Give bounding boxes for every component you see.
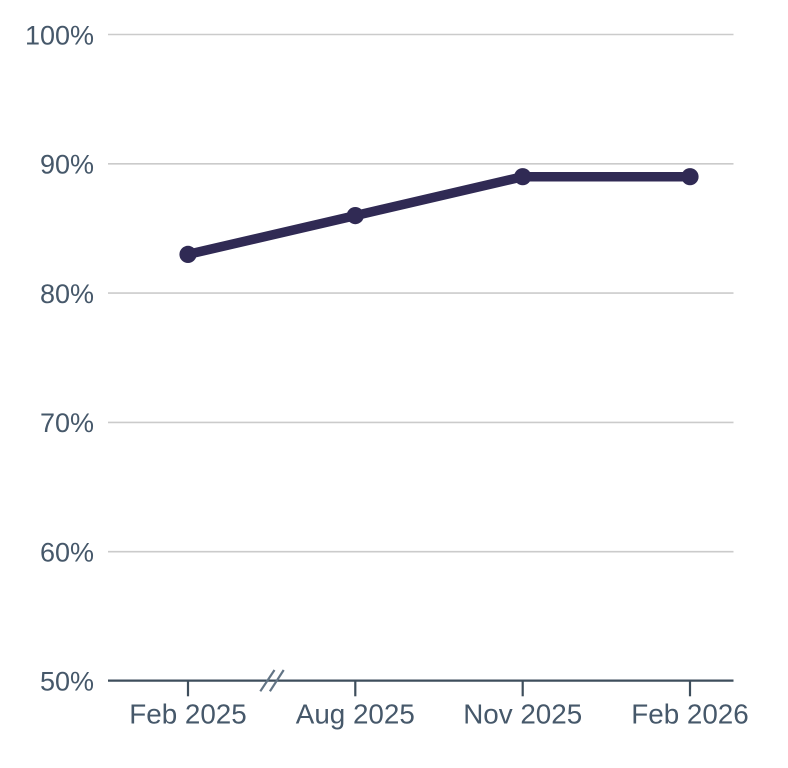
svg-text:60%: 60% <box>40 538 94 568</box>
svg-text:50%: 50% <box>40 666 94 696</box>
svg-text:Aug 2025: Aug 2025 <box>296 699 415 730</box>
svg-text:100%: 100% <box>25 20 94 50</box>
svg-text:Feb 2026: Feb 2026 <box>631 699 748 730</box>
svg-text:90%: 90% <box>40 150 94 180</box>
svg-text:80%: 80% <box>40 279 94 309</box>
svg-text:Feb 2025: Feb 2025 <box>129 699 246 730</box>
svg-text:Nov 2025: Nov 2025 <box>463 699 582 730</box>
svg-text:70%: 70% <box>40 408 94 438</box>
